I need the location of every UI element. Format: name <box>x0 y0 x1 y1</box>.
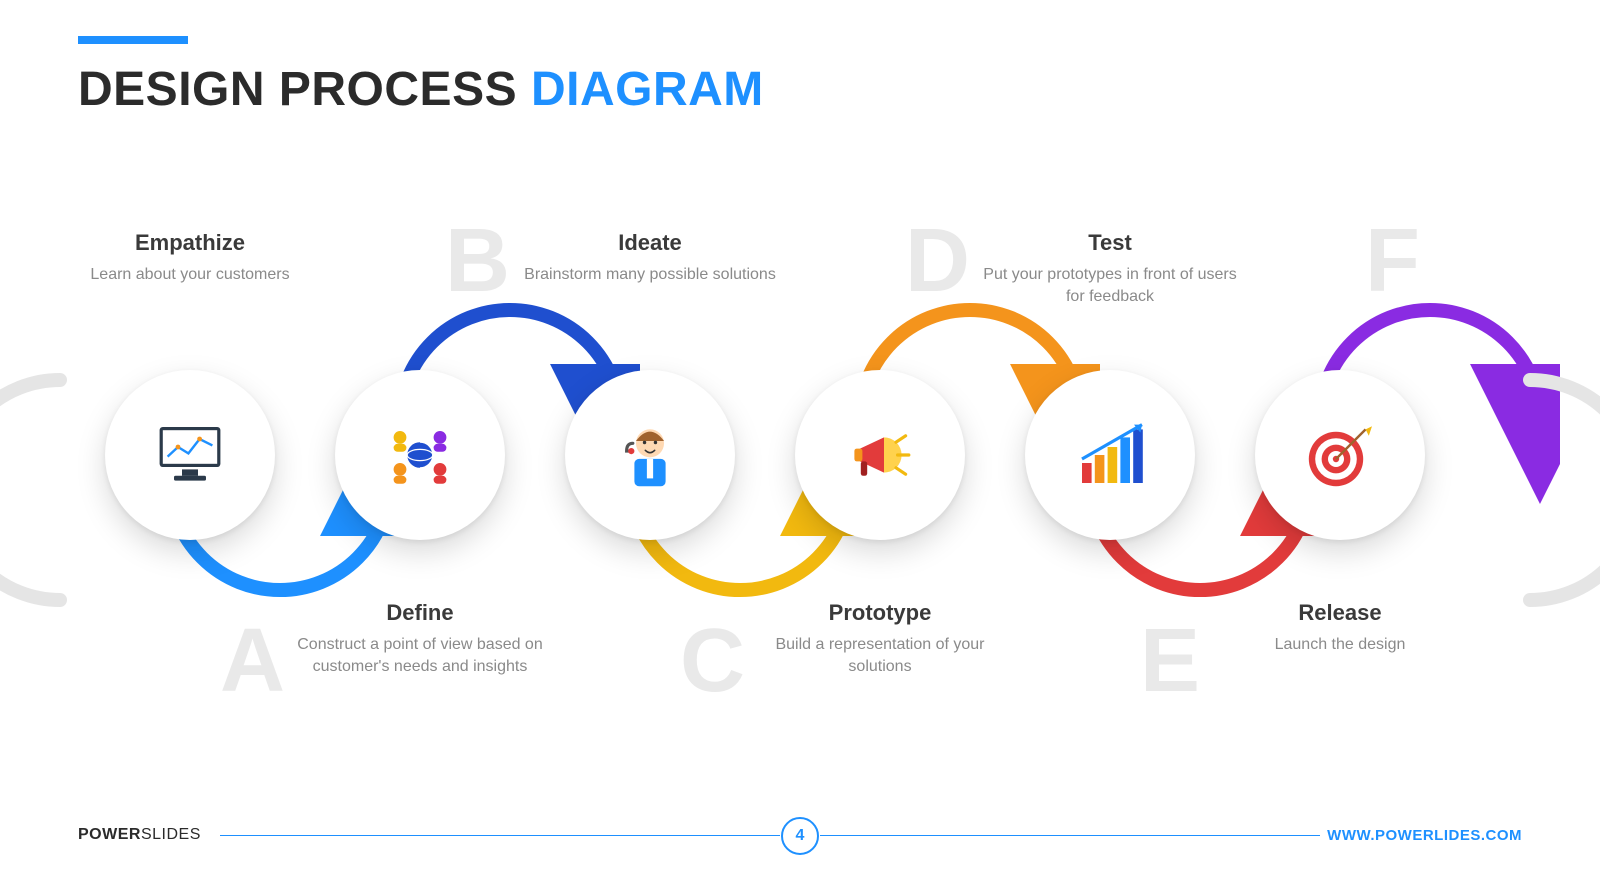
monitor-chart-icon <box>145 410 235 500</box>
footer-url: WWW.POWERLIDES.COM <box>1327 827 1522 844</box>
step-label-6: Release Launch the design <box>1210 600 1470 656</box>
step-label-3: Ideate Brainstorm many possible solution… <box>520 230 780 286</box>
brand-thin: SLIDES <box>141 826 201 843</box>
step-label-5: Test Put your prototypes in front of use… <box>980 230 1240 307</box>
step-circle-2 <box>335 370 505 540</box>
bg-letter-c: C <box>680 610 745 713</box>
title-word-1: DESIGN PROCESS <box>78 63 517 116</box>
person-headset-icon <box>605 410 695 500</box>
page-number-badge: 4 <box>781 817 819 855</box>
step-title: Test <box>980 230 1240 256</box>
step-desc: Build a representation of your solutions <box>750 634 1010 677</box>
process-diagram: A B C D E F <box>0 230 1600 730</box>
megaphone-icon <box>835 410 925 500</box>
step-circle-3 <box>565 370 735 540</box>
step-desc: Brainstorm many possible solutions <box>520 264 780 286</box>
step-title: Empathize <box>60 230 320 256</box>
step-circle-6 <box>1255 370 1425 540</box>
trailing-arc <box>1470 370 1600 610</box>
slide-title: DESIGN PROCESS DIAGRAM <box>78 62 764 117</box>
bar-growth-icon <box>1065 410 1155 500</box>
footer: POWERSLIDES 4 WWW.POWERLIDES.COM <box>0 804 1600 844</box>
step-title: Ideate <box>520 230 780 256</box>
step-label-2: Define Construct a point of view based o… <box>290 600 550 677</box>
step-desc: Learn about your customers <box>60 264 320 286</box>
people-network-icon <box>375 410 465 500</box>
step-title: Prototype <box>750 600 1010 626</box>
footer-brand: POWERSLIDES <box>78 826 201 844</box>
slide: DESIGN PROCESS DIAGRAM <box>0 0 1600 878</box>
step-desc: Launch the design <box>1210 634 1470 656</box>
step-circle-5 <box>1025 370 1195 540</box>
footer-line-right <box>820 835 1320 836</box>
bg-letter-d: D <box>905 210 970 313</box>
title-word-2: DIAGRAM <box>531 63 764 116</box>
accent-bar <box>78 36 188 44</box>
step-desc: Put your prototypes in front of users fo… <box>980 264 1240 307</box>
step-desc: Construct a point of view based on custo… <box>290 634 550 677</box>
brand-bold: POWER <box>78 826 141 843</box>
step-title: Define <box>290 600 550 626</box>
bg-letter-b: B <box>445 210 510 313</box>
step-circle-4 <box>795 370 965 540</box>
step-label-1: Empathize Learn about your customers <box>60 230 320 286</box>
bg-letter-e: E <box>1140 610 1200 713</box>
step-label-4: Prototype Build a representation of your… <box>750 600 1010 677</box>
step-title: Release <box>1210 600 1470 626</box>
bg-letter-a: A <box>220 610 285 713</box>
footer-line-left <box>220 835 780 836</box>
bg-letter-f: F <box>1365 210 1420 313</box>
target-icon <box>1295 410 1385 500</box>
step-circle-1 <box>105 370 275 540</box>
